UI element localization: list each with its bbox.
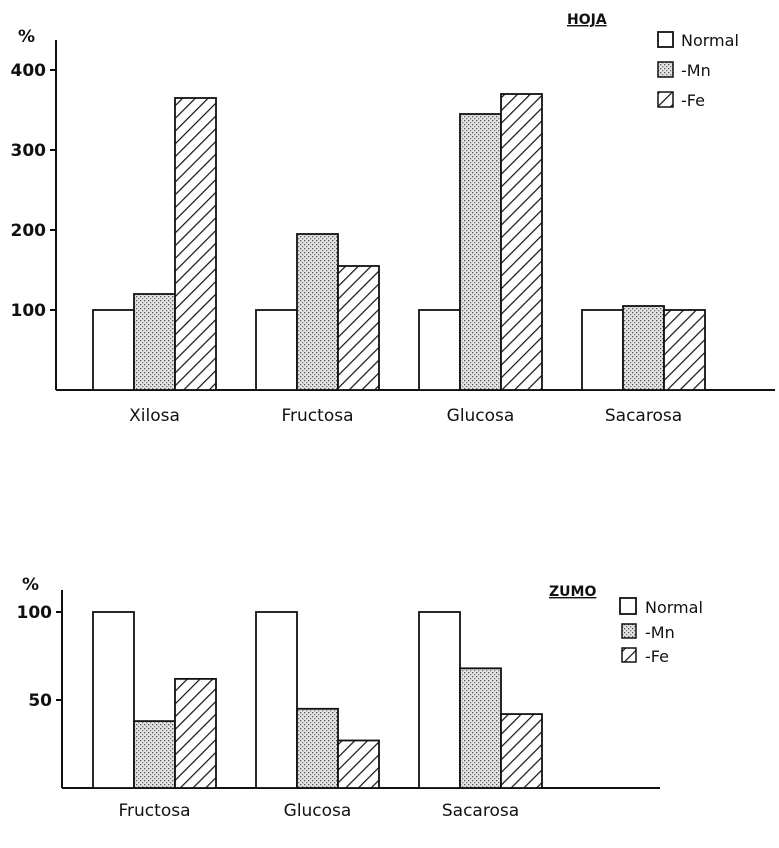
hoja-category-label: Xilosa (129, 406, 180, 426)
hoja-bars (92, 93, 706, 391)
hoja-legend-label-normal: Normal (681, 31, 739, 50)
hoja-bar-normal (92, 309, 135, 391)
zumo-legend-swatch-normal (619, 597, 637, 615)
hoja-panel: % HOJA 100 200 300 400 Xilosa Fructosa Glucos… (11, 12, 775, 426)
zumo-category-label: Glucosa (284, 801, 352, 821)
zumo-legend-label-normal: Normal (645, 598, 703, 617)
hoja-y-tick-label: 200 (11, 221, 47, 241)
hoja-legend: Normal -Mn -Fe (657, 31, 739, 110)
hoja-y-tick-label: 300 (11, 141, 47, 161)
hoja-bar-mn (622, 305, 665, 391)
zumo-bar-fe (500, 713, 543, 789)
hoja-legend-swatch-normal (657, 31, 674, 48)
hoja-category-label: Fructosa (282, 406, 354, 426)
hoja-category-label: Sacarosa (605, 406, 682, 426)
hoja-title: HOJA (567, 12, 607, 28)
zumo-legend-swatch-mn (621, 623, 637, 639)
zumo-legend-label-mn: -Mn (645, 623, 675, 642)
hoja-y-axis-label: % (18, 27, 35, 47)
zumo-y-axis-label: % (22, 575, 39, 595)
zumo-bar-normal (418, 611, 461, 789)
hoja-bar-normal (255, 309, 298, 391)
hoja-legend-swatch-fe (657, 91, 674, 108)
hoja-legend-label-mn: -Mn (681, 61, 711, 80)
zumo-legend-label-fe: -Fe (645, 647, 669, 666)
hoja-y-ticks: 100 200 300 400 (11, 61, 56, 321)
hoja-bar-fe (337, 265, 380, 391)
zumo-bar-mn (459, 667, 502, 789)
hoja-bar-mn (459, 113, 502, 391)
zumo-bar-fe (174, 677, 217, 789)
hoja-bar-mn (133, 293, 176, 391)
hoja-legend-label-fe: -Fe (681, 91, 705, 110)
zumo-panel: % ZUMO 50 100 Fructosa Glucosa Sacarosa Nor… (17, 575, 703, 821)
hoja-category-label: Glucosa (447, 406, 515, 426)
zumo-category-labels: Fructosa Glucosa Sacarosa (119, 801, 520, 821)
zumo-bar-mn (133, 720, 176, 789)
hoja-y-tick-label: 400 (11, 61, 47, 81)
zumo-legend-swatch-fe (621, 647, 637, 663)
zumo-y-ticks: 50 100 (17, 603, 62, 711)
zumo-legend: Normal -Mn -Fe (619, 597, 703, 666)
zumo-y-tick-label: 50 (28, 691, 52, 711)
hoja-bar-mn (296, 233, 339, 391)
hoja-y-tick-label: 100 (11, 301, 47, 321)
hoja-bar-fe (174, 97, 217, 391)
hoja-bar-normal (581, 309, 624, 391)
zumo-bar-normal (255, 611, 298, 789)
zumo-y-tick-label: 100 (17, 603, 53, 623)
zumo-category-label: Fructosa (119, 801, 191, 821)
hoja-category-labels: Xilosa Fructosa Glucosa Sacarosa (129, 406, 682, 426)
zumo-bars (92, 611, 543, 789)
hoja-bar-normal (418, 309, 461, 391)
zumo-bar-normal (92, 611, 135, 789)
hoja-legend-swatch-mn (657, 61, 674, 78)
hoja-bar-fe (663, 309, 706, 391)
hoja-bar-fe (500, 93, 543, 391)
zumo-bar-mn (296, 707, 339, 789)
zumo-category-label: Sacarosa (442, 801, 519, 821)
zumo-title: ZUMO (549, 584, 596, 600)
zumo-bar-fe (337, 739, 380, 789)
